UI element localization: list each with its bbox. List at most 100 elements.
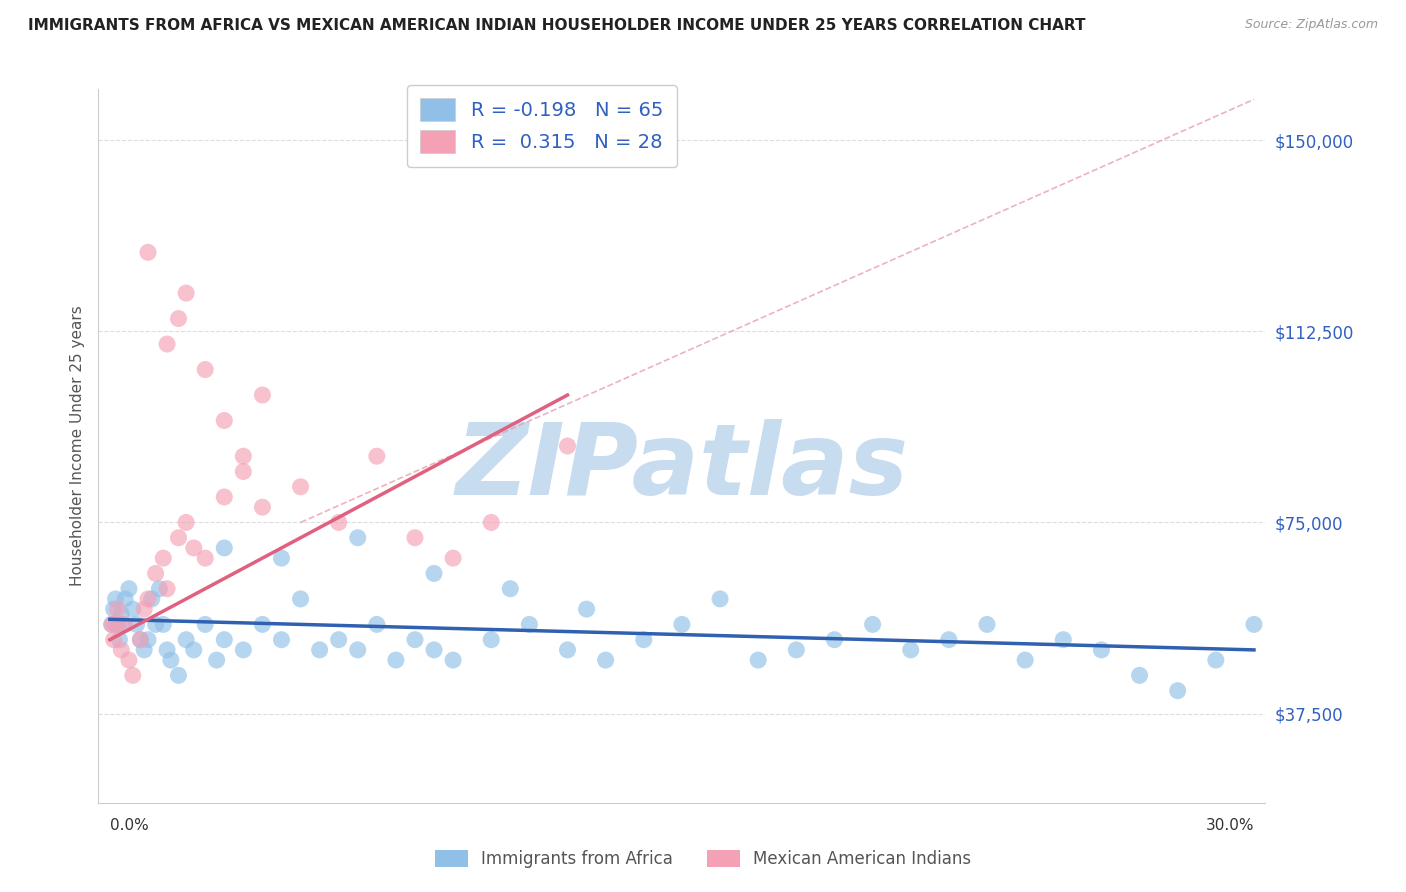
Point (121, 668, 143, 682)
Point (152, 617, 174, 632)
Point (252, 388, 274, 402)
Point (118, 582, 141, 596)
Point (160, 653, 183, 667)
Point (108, 632, 131, 647)
Point (110, 607, 132, 622)
Point (107, 617, 129, 632)
Point (194, 551, 217, 566)
Point (174, 286, 197, 301)
Point (148, 582, 170, 596)
Point (174, 632, 197, 647)
Point (112, 617, 135, 632)
Point (1205, 653, 1227, 667)
Point (1090, 643, 1112, 657)
Point (100, 617, 122, 632)
Point (104, 591, 127, 606)
Point (134, 643, 156, 657)
Point (270, 632, 292, 647)
Point (328, 516, 350, 530)
Point (107, 602, 129, 616)
Point (499, 582, 522, 596)
Point (214, 541, 236, 555)
Point (100, 617, 122, 632)
Point (252, 617, 274, 632)
Point (346, 643, 368, 657)
Point (1014, 653, 1036, 667)
Point (194, 362, 217, 376)
Point (1167, 683, 1189, 698)
Point (214, 413, 236, 427)
Point (747, 653, 769, 667)
Point (194, 617, 217, 632)
Point (103, 632, 125, 647)
Point (125, 617, 148, 632)
Point (479, 632, 502, 647)
Point (862, 617, 884, 632)
Point (557, 439, 579, 453)
Point (232, 449, 254, 463)
Point (385, 653, 408, 667)
Point (404, 531, 426, 545)
Point (575, 602, 598, 616)
Point (167, 531, 190, 545)
Point (423, 566, 446, 581)
Point (366, 449, 388, 463)
Legend: Immigrants from Africa, Mexican American Indians: Immigrants from Africa, Mexican American… (427, 843, 979, 875)
Point (900, 643, 922, 657)
Point (1128, 668, 1150, 682)
Point (214, 490, 236, 504)
Point (671, 617, 693, 632)
Text: ZIPatlas: ZIPatlas (456, 419, 908, 516)
Point (1052, 632, 1074, 647)
Point (232, 465, 254, 479)
Point (134, 602, 156, 616)
Point (404, 632, 426, 647)
Point (141, 591, 163, 606)
Point (145, 566, 167, 581)
Point (156, 337, 179, 351)
Point (174, 516, 197, 530)
Point (121, 602, 143, 616)
Point (167, 668, 190, 682)
Point (976, 617, 998, 632)
Point (114, 617, 136, 632)
Point (232, 643, 254, 657)
Point (270, 551, 292, 566)
Point (252, 500, 274, 515)
Text: Source: ZipAtlas.com: Source: ZipAtlas.com (1244, 18, 1378, 31)
Point (136, 591, 159, 606)
Point (205, 653, 228, 667)
Legend: R = -0.198   N = 65, R =  0.315   N = 28: R = -0.198 N = 65, R = 0.315 N = 28 (406, 85, 676, 167)
Point (823, 632, 845, 647)
Point (308, 643, 330, 657)
Point (152, 551, 174, 566)
Point (709, 591, 731, 606)
Point (183, 643, 205, 657)
Point (104, 617, 127, 632)
Text: 30.0%: 30.0% (1205, 818, 1254, 833)
Point (1243, 617, 1265, 632)
Point (103, 602, 125, 616)
Point (346, 531, 368, 545)
Point (479, 516, 502, 530)
Point (519, 617, 541, 632)
Point (441, 653, 464, 667)
Point (136, 245, 159, 260)
Point (136, 632, 159, 647)
Point (938, 632, 960, 647)
Point (129, 632, 152, 647)
Point (114, 591, 136, 606)
Text: IMMIGRANTS FROM AFRICA VS MEXICAN AMERICAN INDIAN HOUSEHOLDER INCOME UNDER 25 YE: IMMIGRANTS FROM AFRICA VS MEXICAN AMERIC… (28, 18, 1085, 33)
Point (785, 643, 807, 657)
Point (366, 617, 388, 632)
Point (118, 653, 141, 667)
Point (441, 551, 464, 566)
Point (633, 632, 655, 647)
Point (328, 632, 350, 647)
Point (145, 617, 167, 632)
Y-axis label: Householder Income Under 25 years: Householder Income Under 25 years (69, 306, 84, 586)
Text: 0.0%: 0.0% (110, 818, 149, 833)
Point (290, 480, 312, 494)
Point (129, 632, 152, 647)
Point (167, 311, 190, 326)
